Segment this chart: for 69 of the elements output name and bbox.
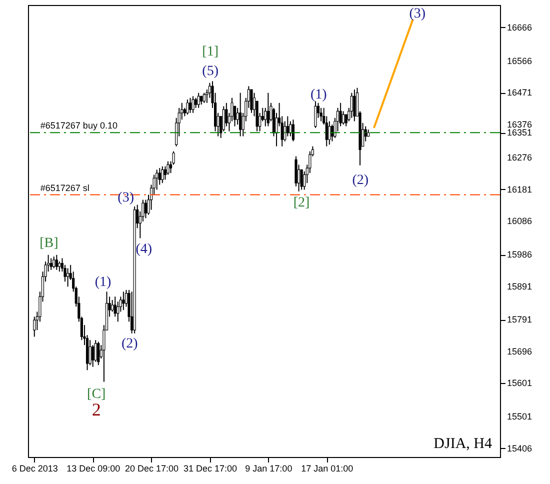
candlestick — [114, 296, 116, 318]
y-tick-label: 15696 — [507, 346, 532, 356]
y-tick-label: 16566 — [507, 56, 532, 66]
annotation: DJIA, H4 — [434, 436, 492, 452]
annotation: (1) — [310, 87, 328, 102]
annotation: (3) — [118, 190, 134, 206]
x-tick-label: 13 Dec 09:00 — [66, 464, 120, 474]
candlestick — [50, 258, 52, 270]
y-tick-label: 16181 — [507, 184, 532, 194]
candlestick — [328, 120, 331, 146]
annotation: (2) — [352, 172, 369, 188]
x-tick-label: 17 Jan 01:00 — [301, 464, 354, 474]
candlestick — [202, 92, 206, 104]
candlestick — [239, 92, 242, 137]
candlestick — [158, 168, 161, 186]
candlestick — [197, 92, 200, 108]
y-tick-label: 15406 — [507, 443, 532, 454]
annotation: (3) — [409, 6, 426, 22]
candlestick — [222, 106, 225, 132]
ref-line-label: #6517267 buy 0.10 — [40, 120, 118, 131]
candlestick — [188, 97, 192, 114]
candlestick — [292, 119, 295, 142]
candlestick — [192, 96, 194, 114]
y-tick-label: 15501 — [507, 412, 532, 422]
candlestick — [320, 107, 322, 122]
candlestick — [342, 110, 345, 126]
annotation: (5) — [202, 64, 219, 80]
annotation: 2 — [92, 399, 101, 420]
y-tick-label: 16666 — [507, 22, 532, 32]
annotation: [2] — [293, 195, 310, 210]
candlestick — [55, 254, 58, 270]
x-tick-label: 9 Jan 17:00 — [245, 464, 292, 474]
x-tick-label: 31 Dec 17:00 — [183, 464, 237, 474]
y-tick-label: 15791 — [507, 314, 532, 325]
candlestick — [164, 166, 166, 180]
candlestick — [166, 160, 170, 176]
annotation: (1) — [94, 275, 112, 290]
y-tick-label: 16086 — [507, 216, 532, 226]
candlestick — [314, 100, 317, 128]
annotation: (2) — [121, 336, 138, 352]
y-tick-label: 16471 — [507, 88, 532, 98]
candlestick — [266, 92, 270, 127]
x-tick-label: 20 Dec 17:00 — [125, 464, 179, 474]
candlestick — [250, 89, 253, 114]
ref-line-label: #6517267 sl — [40, 182, 90, 193]
y-tick-label: 16351 — [507, 128, 532, 138]
candlestick — [156, 169, 158, 190]
candlestick — [144, 199, 148, 219]
y-tick-label: 15986 — [507, 250, 532, 260]
annotation: [B] — [40, 236, 58, 252]
annotation: [1] — [202, 44, 219, 60]
candlestick — [97, 341, 100, 366]
candlestick — [66, 268, 70, 288]
candlestick — [161, 166, 164, 184]
y-tick-label: 15601 — [507, 378, 532, 388]
y-tick-label: 15891 — [507, 281, 532, 292]
candlestick — [194, 97, 198, 108]
candlestick — [52, 256, 56, 269]
x-tick-label: 6 Dec 2013 — [12, 464, 58, 474]
y-tick-label: 16276 — [507, 152, 532, 163]
candlestick — [111, 299, 114, 312]
annotation: (4) — [136, 242, 152, 257]
candlestick — [186, 99, 189, 116]
candlestick — [58, 261, 61, 272]
candlestick — [350, 92, 353, 118]
candlestick — [353, 89, 356, 122]
y-tick-label: 16376 — [507, 119, 532, 130]
candlestick — [122, 291, 125, 311]
annotation: [C] — [87, 386, 106, 402]
